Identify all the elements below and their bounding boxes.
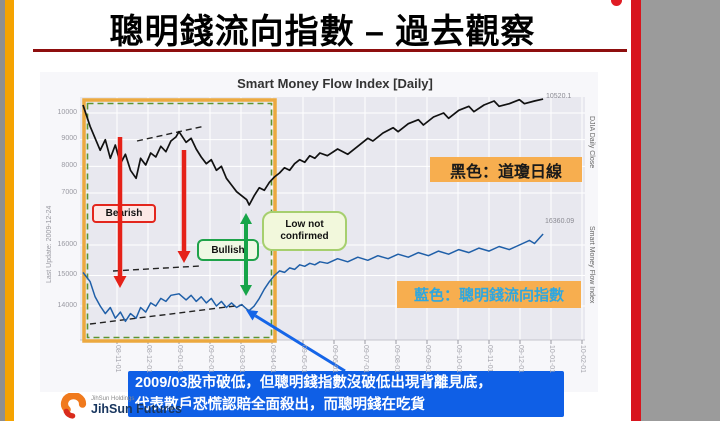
x-tick-label: 09-07-01 — [362, 345, 369, 374]
x-tick-label: 09-06-01 — [331, 345, 338, 374]
trend-dashed-line — [112, 265, 201, 272]
y-tick-label: 10000 — [57, 108, 77, 116]
x-tick-label: 09-09-01 — [424, 345, 431, 374]
bearish-annotation-box: Bearish — [92, 204, 156, 223]
smfi-last-value: 16360.09 — [545, 218, 575, 225]
smfi-axis-label: Smart Money Flow Index — [588, 226, 595, 304]
jihsun-logo-text: JihSun Holdings JihSun Futures — [91, 396, 182, 416]
y-tick-label: 16000 — [57, 240, 77, 248]
djia-last-value: 10520.1 — [546, 93, 572, 100]
legend-black-djia: 黑色：道瓊日線 — [430, 157, 582, 182]
logo-company-text: JihSun Futures — [91, 402, 182, 417]
jihsun-logo-icon — [60, 393, 87, 419]
low-not-confirmed-box: Low not confirmed — [262, 211, 347, 251]
slide-title: 聰明錢流向指數 – 過去觀察 — [109, 13, 536, 51]
left-gray-strip — [0, 0, 5, 421]
x-tick-label: 09-10-01 — [455, 345, 462, 374]
callout-line1: 2009/03股市破低，但聰明錢指數沒破低出現背離見底， — [135, 375, 492, 391]
djia-line-series — [82, 98, 544, 206]
logo-holdings-text: JihSun Holdings — [91, 396, 135, 403]
low-not-confirmed-label: Low not confirmed — [280, 219, 328, 243]
x-tick-label: 08-12-01 — [145, 345, 152, 374]
y-tick-label: 14000 — [57, 301, 77, 309]
x-tick-label: 09-02-01 — [207, 345, 214, 374]
smfi-line-series — [82, 233, 544, 323]
low-not-line2: confirmed — [280, 231, 329, 242]
bullish-annotation-box: Bullish — [197, 239, 259, 261]
left-accent-bar — [5, 0, 14, 421]
bearish-label: Bearish — [105, 208, 143, 219]
decorative-red-dot — [611, 0, 622, 6]
legend-blue-smfi: 藍色：聰明錢流向指數 — [397, 281, 581, 308]
low-not-line1: Low not — [285, 219, 324, 230]
x-tick-label: 09-01-01 — [176, 345, 183, 374]
right-accent-bar — [631, 0, 641, 421]
y-tick-label: 7000 — [61, 188, 77, 196]
x-tick-label: 09-04-01 — [269, 345, 276, 374]
y-tick-label: 8000 — [61, 161, 77, 169]
djia-axis-label: DJIA Daily Close — [588, 116, 595, 169]
bullish-label: Bullish — [211, 244, 245, 256]
y-tick-label: 9000 — [61, 135, 77, 143]
y-tick-label: 15000 — [57, 271, 77, 278]
x-tick-label: 09-11-01 — [486, 345, 493, 373]
trend-dashed-line — [136, 125, 206, 142]
x-tick-label: 08-11-01 — [114, 345, 121, 373]
trend-dashed-line — [89, 304, 244, 325]
x-tick-label: 09-12-01 — [517, 345, 524, 374]
callout-line2: 代表散戶恐慌認賠全面殺出，而聰明錢在吃貨 — [135, 397, 425, 413]
right-gray-area — [641, 0, 720, 421]
jihsun-logo: JihSun Holdings JihSun Futures — [60, 392, 190, 420]
x-tick-label: 09-08-01 — [393, 345, 400, 374]
title-underline — [33, 49, 627, 52]
x-tick-label: 09-03-01 — [238, 345, 245, 374]
x-tick-label: 09-05-01 — [300, 345, 307, 374]
callout-box: 2009/03股市破低，但聰明錢指數沒破低出現背離見底， 代表散戶恐慌認賠全面殺… — [128, 371, 564, 417]
x-tick-label: 10-02-01 — [579, 345, 586, 374]
chart-title: Smart Money Flow Index [Daily] — [237, 76, 433, 91]
last-update-label: Last Update: 2009-12-24 — [46, 205, 53, 283]
x-tick-label: 10-01-01 — [548, 345, 555, 374]
